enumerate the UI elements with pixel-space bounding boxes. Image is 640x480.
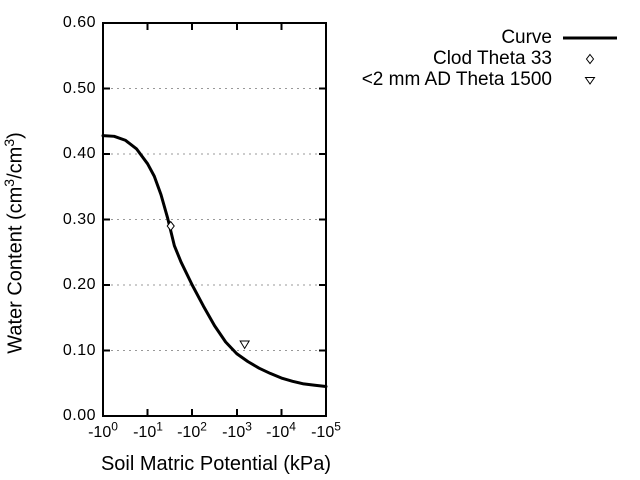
legend: Curve Clod Theta 33 <2 mm AD Theta 1500 bbox=[362, 27, 617, 90]
curve-line bbox=[101, 134, 328, 389]
legend-label: <2 mm AD Theta 1500 bbox=[361, 69, 552, 90]
legend-entry-ad-theta-1500: <2 mm AD Theta 1500 bbox=[362, 69, 617, 90]
legend-entry-clod-theta-33: Clod Theta 33 bbox=[362, 48, 617, 69]
y-tick-label: 0.50 bbox=[62, 79, 96, 97]
legend-label: Curve bbox=[501, 27, 552, 48]
legend-entry-curve: Curve bbox=[362, 27, 617, 48]
y-tick-label: 0.20 bbox=[62, 276, 96, 293]
y-tick-label: 0.30 bbox=[62, 210, 96, 228]
y-tick-label: 0.60 bbox=[62, 14, 96, 31]
y-tick-label: 0.40 bbox=[62, 145, 96, 162]
x-tick-label: -102 bbox=[177, 419, 207, 441]
x-tick-label: -101 bbox=[133, 419, 163, 441]
data-point-triangle-down bbox=[239, 340, 251, 350]
y-axis-title: Water Content (cm3/cm3) bbox=[0, 132, 27, 354]
legend-diamond-marker-icon bbox=[563, 53, 617, 65]
legend-line-sample-icon bbox=[563, 34, 617, 42]
x-tick-label: -103 bbox=[222, 419, 252, 441]
x-tick-label: -100 bbox=[88, 419, 118, 441]
data-point-diamond bbox=[166, 220, 175, 232]
y-tick-label: 0.00 bbox=[62, 407, 96, 424]
x-tick-label: -104 bbox=[266, 419, 296, 441]
x-tick-label: -105 bbox=[311, 419, 341, 441]
legend-label: Clod Theta 33 bbox=[432, 48, 552, 69]
x-axis-title: Soil Matric Potential (kPa) bbox=[100, 453, 332, 475]
legend-triangle-down-marker-icon bbox=[563, 74, 617, 86]
y-tick-label: 0.10 bbox=[62, 341, 96, 359]
